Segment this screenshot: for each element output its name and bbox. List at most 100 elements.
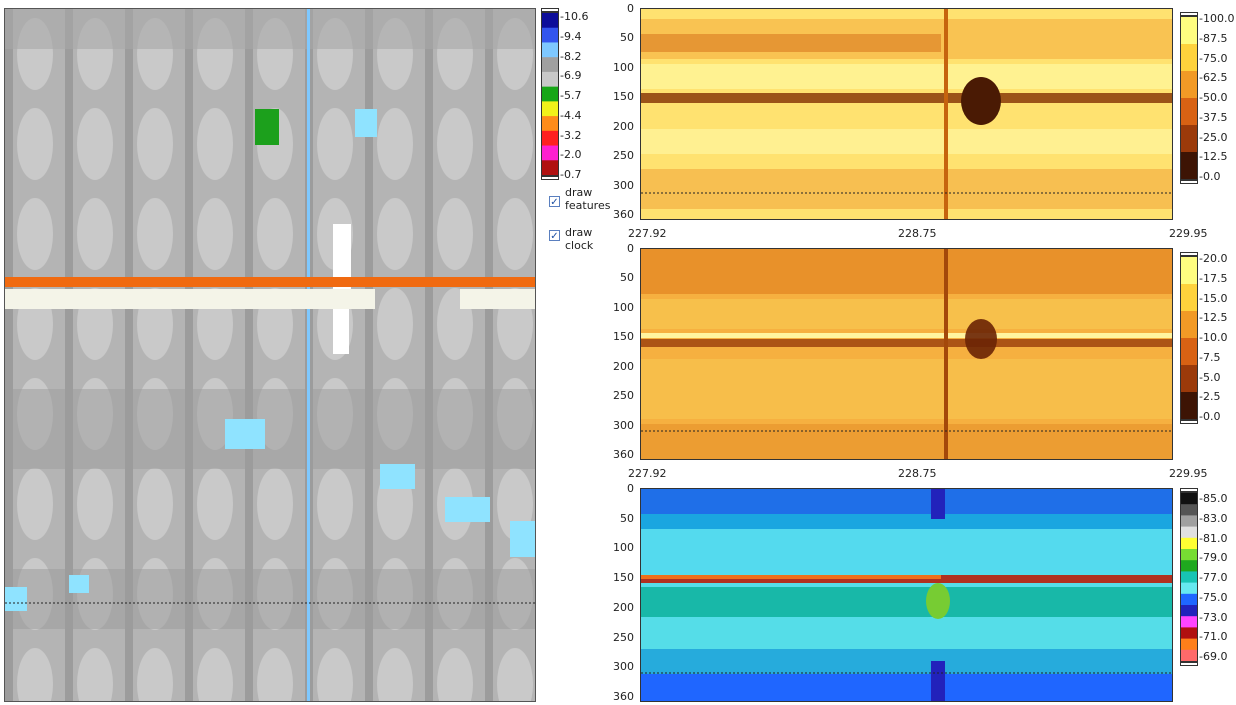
y-tick-label: 50	[620, 511, 634, 525]
y-tick-label: 100	[613, 541, 634, 555]
plot1-scale: -100.0 -87.5 -75.0 -62.5 -50.0 -37.5 -25.0 -12.…	[1178, 8, 1236, 188]
scale-label: -50.0	[1199, 91, 1228, 104]
scale-label: -5.7	[560, 89, 582, 102]
scale-label: -2.5	[1199, 390, 1221, 404]
plot2-yaxis: 0 50 100 150 200 250 300 360	[608, 243, 638, 462]
plot3-scale: -85.0 -83.0 -81.0 -79.0 -77.0 -75.0 -73.0 -71.0…	[1178, 488, 1236, 673]
colorbar-segment	[1181, 98, 1197, 126]
scale-label: -79.0	[1199, 551, 1228, 565]
y-tick-label: 360	[613, 448, 634, 461]
x-tick-label: 228.75	[898, 227, 937, 240]
colorbar-segment	[1181, 605, 1197, 617]
draw-features-label: draw features	[565, 186, 610, 212]
y-tick-label: 200	[613, 600, 634, 614]
colorbar-segment	[1181, 257, 1197, 285]
y-tick-label: 0	[627, 2, 634, 15]
draw-clock-option[interactable]: ✓ draw clock	[549, 226, 619, 254]
draw-clock-checkbox[interactable]: ✓	[549, 230, 560, 242]
x-tick-label: 227.92	[628, 467, 667, 480]
y-tick-label: 300	[613, 418, 634, 432]
left-legend: -10.6 -9.4 -8.2 -6.9 -5.7 -4.4 -3.2 -2.0 -0.7	[540, 8, 600, 183]
scale-label: -3.2	[560, 128, 582, 142]
colorbar-segment	[1181, 537, 1197, 550]
colorbar-segment	[1181, 311, 1197, 339]
scale-label: -12.5	[1199, 150, 1228, 164]
plot2-scale-cap-bottom	[1180, 420, 1198, 424]
scale-label: -75.0	[1199, 590, 1228, 604]
x-tick-label: 229.95	[1169, 227, 1208, 240]
scale-label: -15.0	[1199, 291, 1228, 305]
scale-label: -100.0	[1199, 12, 1235, 25]
scale-label: -87.5	[1199, 31, 1228, 45]
scale-label: -25.0	[1199, 130, 1228, 144]
plot3-scale-cap-bottom	[1180, 662, 1198, 666]
colorbar-segment	[542, 86, 558, 102]
plot1-scale-cap-bottom	[1180, 180, 1198, 184]
scale-label: -7.5	[1199, 350, 1221, 364]
colorbar-segment	[542, 57, 558, 73]
y-tick-label: 250	[613, 630, 634, 644]
y-tick-label: 150	[613, 330, 634, 344]
colorbar-segment	[1181, 616, 1197, 628]
scale-label: -75.0	[1199, 51, 1228, 65]
draw-features-checkbox[interactable]: ✓	[549, 196, 560, 208]
scale-label: -83.0	[1199, 511, 1228, 525]
x-tick-label: 227.92	[628, 227, 667, 240]
scale-label: -17.5	[1199, 271, 1228, 285]
y-tick-label: 50	[620, 271, 634, 285]
scale-label: -62.5	[1199, 71, 1228, 85]
draw-features-option[interactable]: ✓ draw features	[549, 186, 619, 214]
draw-clock-label: draw clock	[565, 226, 593, 252]
colorbar-segment	[1181, 504, 1197, 516]
y-tick-label: 300	[613, 660, 634, 674]
colorbar-segment	[1181, 284, 1197, 312]
colorbar-segment	[542, 101, 558, 117]
colorbar-segment	[1181, 392, 1197, 419]
colorbar-segment	[1181, 526, 1197, 539]
colorbar-segment	[542, 13, 558, 29]
colorbar-segment	[1181, 560, 1197, 572]
scale-label: -4.4	[560, 108, 582, 122]
colorbar-segment	[1181, 549, 1197, 561]
colorbar-segment	[1181, 571, 1197, 584]
colorbar-segment	[1181, 152, 1197, 179]
y-tick-label: 300	[613, 178, 634, 192]
plot3-area[interactable]	[640, 488, 1173, 702]
plot3-scale-colorbar	[1180, 492, 1198, 662]
scale-label: -0.0	[1199, 410, 1221, 423]
scale-label: -10.6	[560, 10, 589, 23]
colorbar-segment	[1181, 365, 1197, 393]
plot3-heatmap	[641, 489, 1172, 701]
scale-label: -37.5	[1199, 110, 1228, 124]
plot2-area[interactable]	[640, 248, 1173, 460]
scale-label: -81.0	[1199, 531, 1228, 545]
draw-clock-label-line1: draw	[565, 226, 593, 239]
plot1-area[interactable]	[640, 8, 1173, 220]
y-tick-label: 100	[613, 60, 634, 74]
y-tick-label: 0	[627, 482, 634, 495]
legend-cap-bottom	[541, 176, 559, 180]
draw-features-label-line1: draw	[565, 186, 593, 199]
colorbar-segment	[1181, 515, 1197, 528]
scale-label: -10.0	[1199, 331, 1228, 344]
y-tick-label: 360	[613, 208, 634, 221]
plot1-scale-cap-top	[1180, 12, 1198, 16]
colorbar-segment	[542, 116, 558, 132]
scale-label: -77.0	[1199, 571, 1228, 584]
colorbar-segment	[542, 71, 558, 88]
colorbar-segment	[1181, 649, 1197, 661]
scale-label: -12.5	[1199, 311, 1228, 325]
colorbar-segment	[1181, 493, 1197, 505]
colorbar-segment	[1181, 17, 1197, 45]
scale-label: -85.0	[1199, 492, 1228, 505]
draw-clock-label-line2: clock	[565, 239, 594, 252]
colorbar-segment	[1181, 44, 1197, 72]
plot3-yaxis: 0 50 100 150 200 250 300 360	[608, 483, 638, 702]
left-plot-panel[interactable]	[4, 8, 536, 702]
plot1-xaxis: 227.92 228.75 229.95	[628, 228, 1208, 242]
scale-label: -9.4	[560, 29, 582, 43]
y-tick-label: 250	[613, 149, 634, 163]
y-tick-label: 150	[613, 571, 634, 585]
legend-cap-top	[541, 8, 559, 12]
y-tick-label: 50	[620, 31, 634, 45]
